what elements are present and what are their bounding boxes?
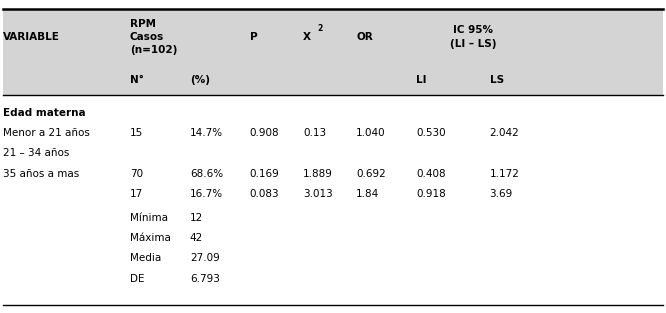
Text: (%): (%) [190, 75, 210, 85]
Text: 27.09: 27.09 [190, 253, 220, 263]
Text: 3.013: 3.013 [303, 189, 333, 199]
Text: IC 95%: IC 95% [453, 25, 493, 35]
Text: 1.889: 1.889 [303, 169, 333, 179]
Text: 1.040: 1.040 [356, 128, 386, 138]
Text: Máxima: Máxima [130, 233, 170, 243]
Text: RPM: RPM [130, 19, 156, 28]
Text: 16.7%: 16.7% [190, 189, 223, 199]
Text: 3.69: 3.69 [490, 189, 513, 199]
Text: 70: 70 [130, 169, 143, 179]
Text: 1.172: 1.172 [490, 169, 519, 179]
Text: 0.169: 0.169 [250, 169, 280, 179]
Text: X: X [303, 32, 311, 42]
Text: 0.530: 0.530 [416, 128, 446, 138]
Bar [3, 64, 663, 95]
Bar [3, 9, 663, 64]
Text: 0.083: 0.083 [250, 189, 279, 199]
Text: 12: 12 [190, 213, 203, 223]
Text: LS: LS [490, 75, 503, 85]
Text: (n=102): (n=102) [130, 45, 177, 55]
Text: 2: 2 [318, 24, 323, 33]
Text: P: P [250, 32, 257, 42]
Text: 14.7%: 14.7% [190, 128, 223, 138]
Text: 0.908: 0.908 [250, 128, 279, 138]
Text: VARIABLE: VARIABLE [3, 32, 60, 42]
Text: 68.6%: 68.6% [190, 169, 223, 179]
Text: 2.042: 2.042 [490, 128, 519, 138]
Text: 1.84: 1.84 [356, 189, 380, 199]
Text: 0.918: 0.918 [416, 189, 446, 199]
Text: Edad materna: Edad materna [3, 108, 86, 118]
Text: 6.793: 6.793 [190, 274, 220, 284]
Text: LI: LI [416, 75, 427, 85]
Text: 35 años a mas: 35 años a mas [3, 169, 79, 179]
Text: 21 – 34 años: 21 – 34 años [3, 148, 70, 158]
Text: Menor a 21 años: Menor a 21 años [3, 128, 90, 138]
Text: Mínima: Mínima [130, 213, 168, 223]
Text: 17: 17 [130, 189, 143, 199]
Text: DE: DE [130, 274, 145, 284]
Text: Casos: Casos [130, 32, 164, 42]
Text: Media: Media [130, 253, 161, 263]
Text: 0.692: 0.692 [356, 169, 386, 179]
Text: 0.13: 0.13 [303, 128, 326, 138]
Text: 42: 42 [190, 233, 203, 243]
Text: OR: OR [356, 32, 373, 42]
Text: (LI – LS): (LI – LS) [450, 39, 496, 49]
Text: N°: N° [130, 75, 144, 85]
Text: 15: 15 [130, 128, 143, 138]
Text: 0.408: 0.408 [416, 169, 446, 179]
